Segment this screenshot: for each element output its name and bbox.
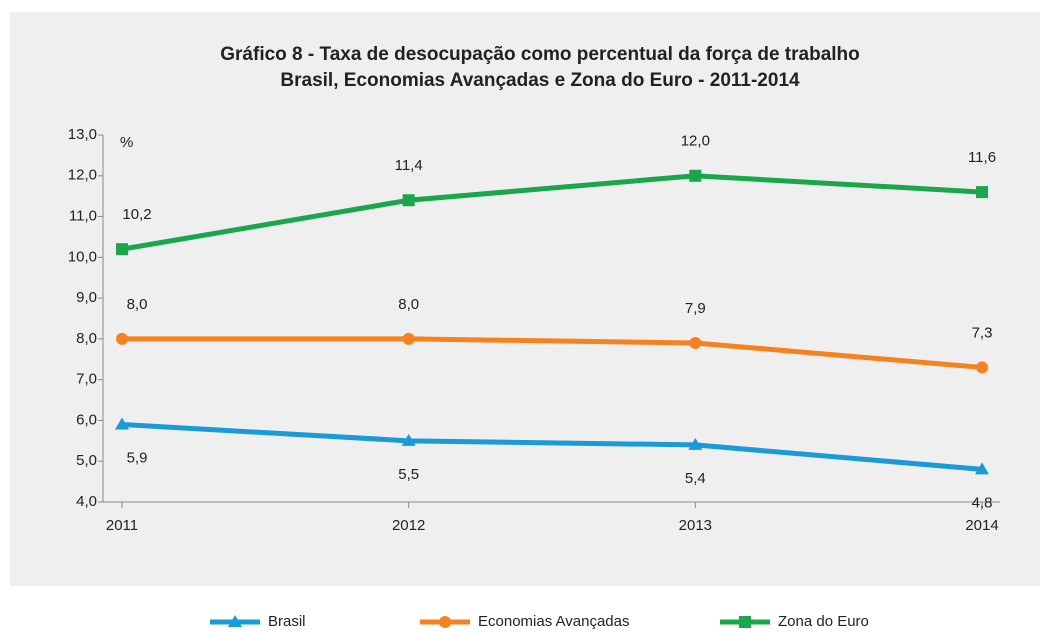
y-tick-label: 4,0 bbox=[76, 493, 97, 510]
marker bbox=[689, 336, 702, 349]
marker bbox=[116, 332, 128, 345]
y-tick-label: 7,0 bbox=[76, 371, 97, 388]
legend-label: Economias Avançadas bbox=[478, 613, 630, 630]
y-tick-label: 13,0 bbox=[68, 126, 97, 143]
data-label: 7,9 bbox=[685, 300, 706, 317]
data-label: 11,6 bbox=[968, 149, 996, 166]
x-tick-label: 2013 bbox=[679, 517, 712, 534]
series-line bbox=[121, 422, 983, 472]
data-label: 7,3 bbox=[972, 324, 993, 341]
data-label: 4,8 bbox=[972, 494, 993, 511]
marker bbox=[402, 332, 415, 345]
series-line bbox=[122, 336, 983, 370]
y-tick-label: 6,0 bbox=[76, 411, 97, 428]
data-label: 8,0 bbox=[127, 296, 148, 313]
x-tick-label: 2011 bbox=[106, 517, 138, 534]
marker bbox=[689, 169, 702, 182]
data-label: 11,4 bbox=[395, 157, 423, 174]
legend-label: Zona do Euro bbox=[778, 613, 869, 630]
y-tick-label: 8,0 bbox=[76, 330, 97, 347]
data-label: 8,0 bbox=[398, 296, 419, 313]
y-axis-label: % bbox=[120, 134, 133, 151]
marker bbox=[228, 615, 242, 627]
marker bbox=[401, 433, 416, 446]
chart-subtitle: Brasil, Economias Avançadas e Zona do Eu… bbox=[280, 70, 800, 91]
data-label: 5,5 bbox=[398, 466, 419, 483]
y-tick-label: 10,0 bbox=[68, 248, 97, 265]
marker bbox=[402, 194, 415, 207]
y-tick-label: 12,0 bbox=[68, 167, 97, 184]
marker bbox=[688, 437, 703, 450]
y-tick-label: 5,0 bbox=[76, 452, 97, 469]
marker bbox=[439, 616, 451, 628]
data-label: 5,9 bbox=[127, 449, 148, 466]
marker bbox=[975, 462, 989, 475]
chart-panel bbox=[10, 12, 1040, 586]
y-tick-label: 11,0 bbox=[69, 208, 97, 225]
series-line bbox=[121, 173, 983, 252]
marker bbox=[976, 361, 988, 374]
legend-label: Brasil bbox=[268, 613, 306, 630]
x-tick-label: 2012 bbox=[392, 517, 425, 534]
data-label: 5,4 bbox=[685, 470, 706, 487]
marker bbox=[115, 417, 129, 430]
marker bbox=[116, 243, 128, 256]
marker bbox=[739, 616, 751, 628]
data-label: 10,2 bbox=[122, 206, 151, 223]
y-tick-label: 9,0 bbox=[76, 289, 97, 306]
chart-title: Gráfico 8 - Taxa de desocupação como per… bbox=[220, 44, 860, 65]
x-tick-label: 2014 bbox=[965, 517, 998, 534]
data-label: 12,0 bbox=[681, 133, 710, 150]
marker bbox=[976, 186, 988, 199]
